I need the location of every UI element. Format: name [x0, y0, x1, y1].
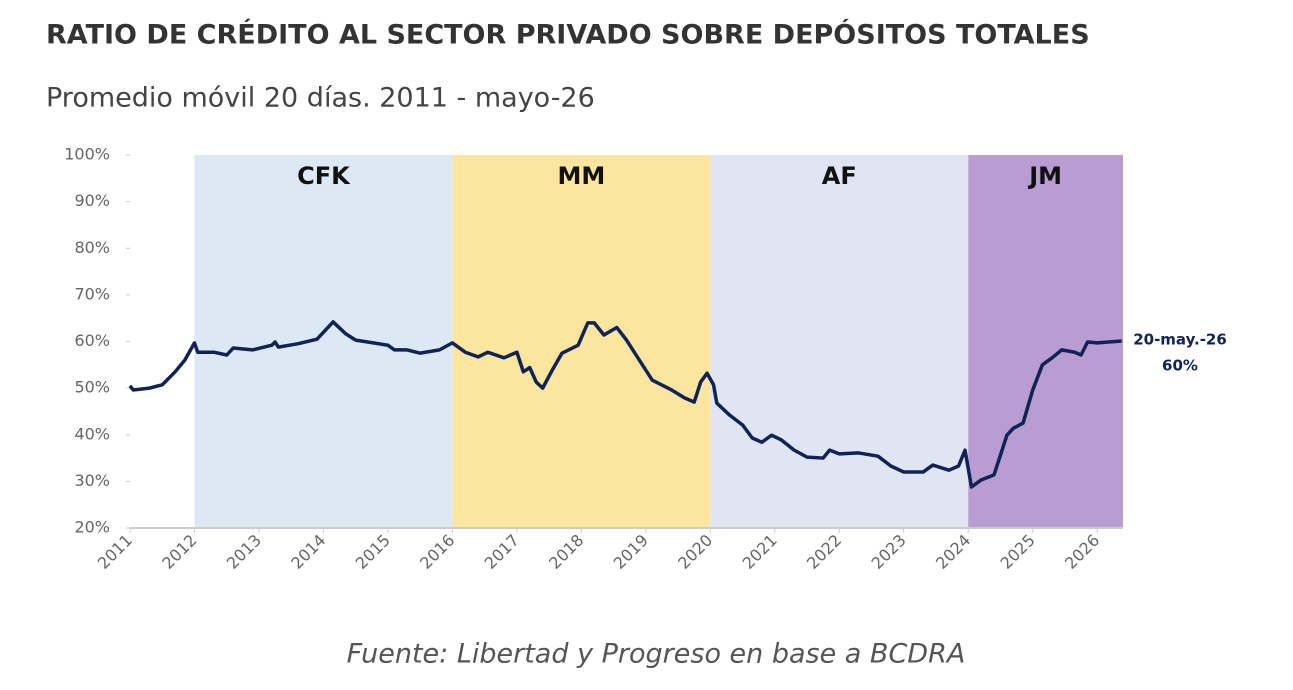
y-tick-label: 50% — [74, 378, 110, 397]
x-tick-label: 2013 — [223, 531, 265, 573]
annotation: 20-may.-26 — [1133, 331, 1227, 349]
x-tick-label: 2021 — [739, 531, 781, 573]
y-tick-label: 20% — [74, 518, 110, 537]
period-label: AF — [822, 162, 857, 190]
period-label: MM — [557, 162, 605, 190]
x-tick-label: 2022 — [803, 531, 845, 573]
x-tick-label: 2015 — [352, 531, 394, 573]
period-label: JM — [1027, 162, 1062, 190]
line-series — [128, 320, 1122, 489]
y-tick-label: 100% — [64, 145, 110, 164]
x-tick-label: 2020 — [674, 531, 716, 573]
y-tick-label: 30% — [74, 471, 110, 490]
x-tick-label: 2014 — [287, 531, 329, 573]
x-tick-label: 2026 — [1061, 531, 1103, 573]
period-band — [194, 155, 453, 528]
y-tick-label: 60% — [74, 331, 110, 350]
annotation: 60% — [1162, 357, 1198, 375]
period-band — [710, 155, 969, 528]
y-tick-label: 40% — [74, 424, 110, 443]
x-tick-label: 2024 — [932, 531, 974, 573]
x-tick-label: 2012 — [158, 531, 200, 573]
y-tick-label: 90% — [74, 191, 110, 210]
x-tick-label: 2016 — [416, 531, 458, 573]
y-tick-label: 80% — [74, 238, 110, 257]
period-label: CFK — [297, 162, 351, 190]
source: Fuente: Libertad y Progreso en base a BC… — [347, 639, 966, 670]
x-tick-label: 2019 — [610, 531, 652, 573]
x-tick-label: 2011 — [94, 531, 136, 573]
x-tick-label: 2018 — [545, 531, 587, 573]
chart-title: RATIO DE CRÉDITO AL SECTOR PRIVADO SOBRE… — [46, 19, 1090, 51]
x-tick-label: 2025 — [997, 531, 1039, 573]
chart-subtitle: Promedio móvil 20 días. 2011 - mayo-26 — [46, 83, 595, 114]
x-tick-label: 2017 — [481, 531, 523, 573]
x-tick-label: 2023 — [868, 531, 910, 573]
y-tick-label: 70% — [74, 284, 110, 303]
